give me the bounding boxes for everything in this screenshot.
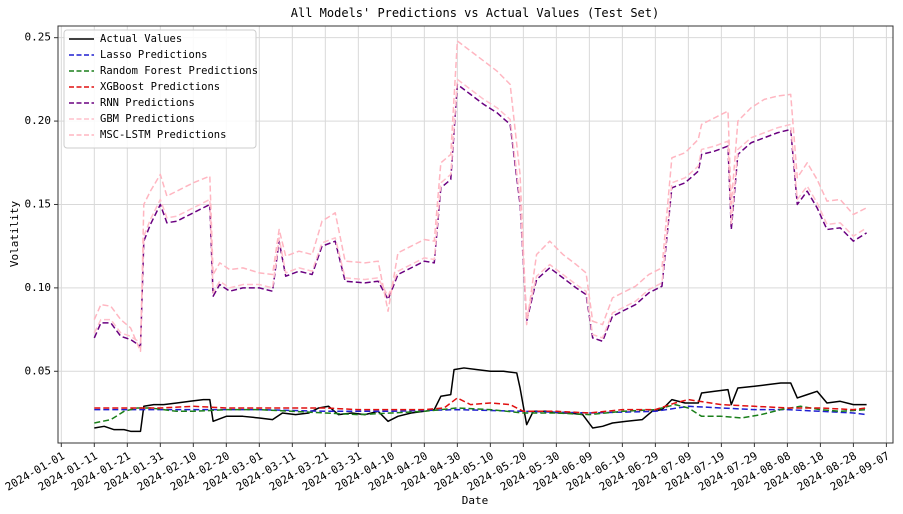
- legend-label: GBM Predictions: [100, 113, 195, 125]
- plot-frame: [57, 25, 894, 444]
- chart-title: All Models' Predictions vs Actual Values…: [291, 6, 659, 20]
- y-tick-label: 0.25: [25, 31, 52, 44]
- x-axis-label: Date: [462, 494, 489, 507]
- series-line-msc-lstm-predictions: [93, 40, 867, 353]
- y-tick-label: 0.20: [25, 114, 52, 127]
- y-axis-label: Volatility: [8, 201, 21, 268]
- legend-label: XGBoost Predictions: [100, 81, 220, 93]
- series-line-rnn-predictions: [93, 83, 868, 348]
- legend-label: Lasso Predictions: [100, 49, 207, 61]
- legend-label: Actual Values: [100, 33, 182, 45]
- y-tick-label: 0.15: [25, 197, 52, 210]
- series-line-actual-values: [94, 367, 867, 433]
- series-layer: [93, 40, 868, 433]
- y-tick-label: 0.10: [25, 281, 52, 294]
- legend-box: [63, 29, 257, 149]
- series-line-lasso-predictions: [94, 405, 867, 416]
- legend-label: RNN Predictions: [100, 97, 195, 109]
- series-line-xgboost-predictions: [94, 397, 867, 414]
- y-tick-label: 0.05: [25, 364, 52, 377]
- legend: Actual Values Lasso Predictions Random For…: [63, 29, 258, 149]
- legend-label: Random Forest Predictions: [100, 65, 258, 77]
- series-line-random-forest-predictions: [94, 403, 867, 424]
- legend-label: MSC-LSTM Predictions: [100, 129, 226, 141]
